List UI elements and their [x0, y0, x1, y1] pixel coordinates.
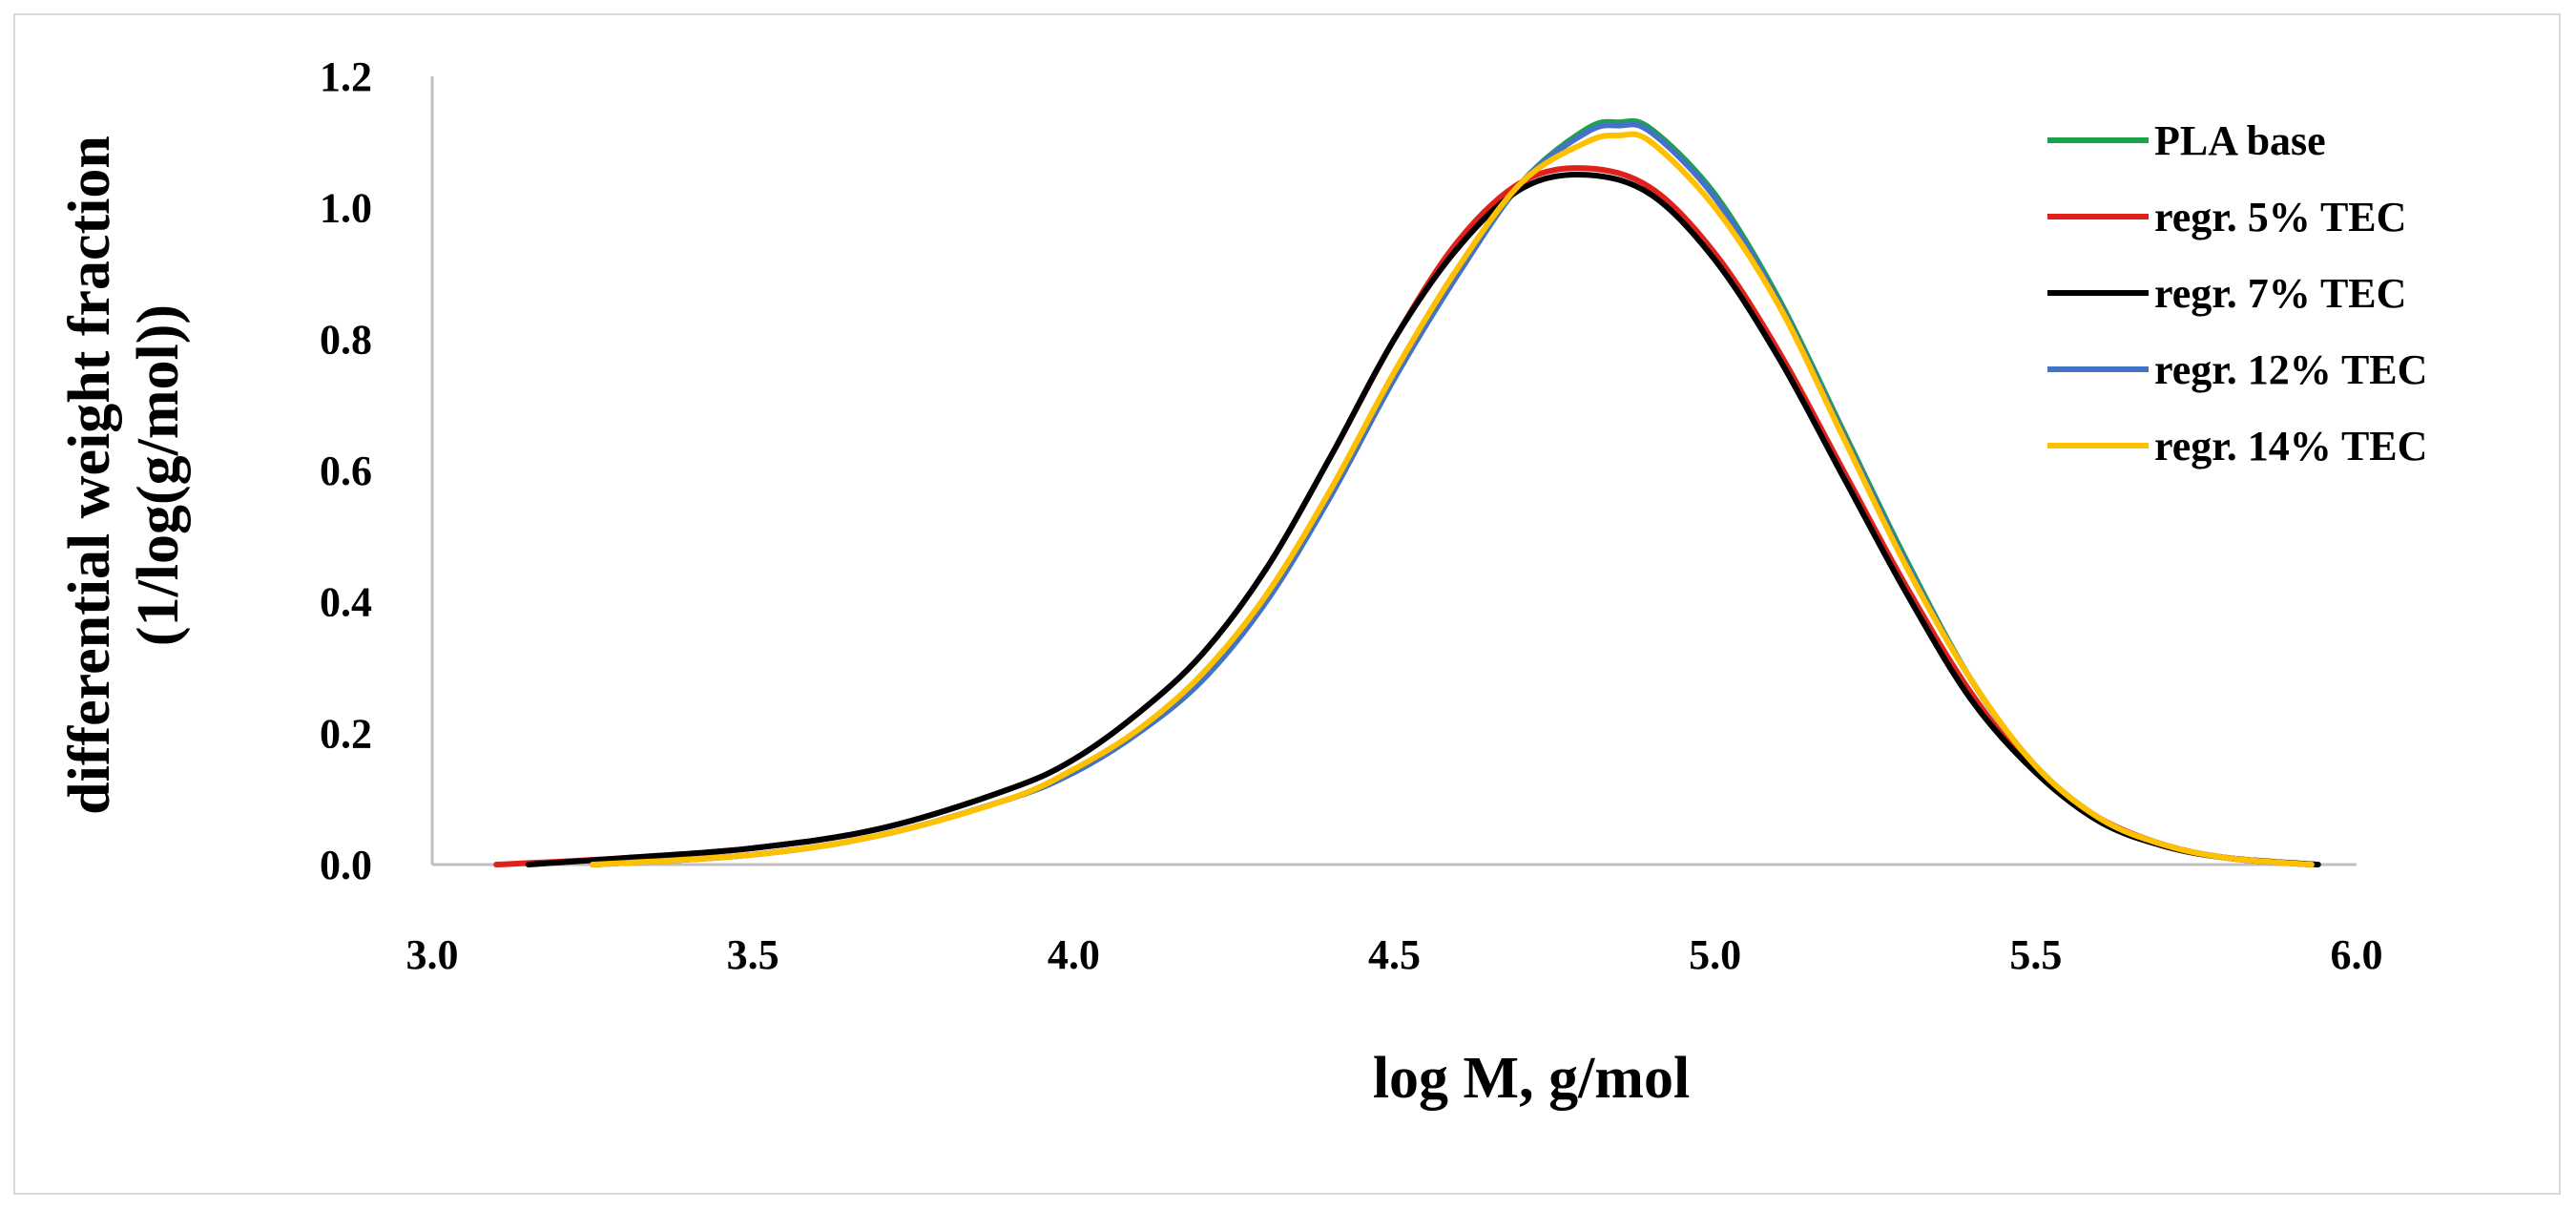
chart-frame	[13, 13, 2561, 1195]
x-axis-title: log M, g/mol	[1373, 1046, 1690, 1111]
y-tick-label: 1.2	[320, 53, 372, 100]
series-line-regr-12-tec	[590, 121, 2315, 867]
x-tick-label: 5.5	[2009, 931, 2062, 978]
legend-label-regr-12-tec: regr. 12% TEC	[2154, 346, 2427, 393]
legend-label-regr-14-tec: regr. 14% TEC	[2154, 423, 2427, 469]
x-tick-labels: 3.0 3.5 4.0 4.5 5.0 5.5 6.0	[406, 931, 2383, 978]
y-axis-title-line1: differential weight fraction	[57, 136, 122, 815]
series-lines	[493, 117, 2321, 867]
series-line-pla-base	[590, 117, 2315, 867]
y-axis-title-line2: (1/log(g/mol))	[126, 304, 191, 646]
series-line-regr-7-tec	[525, 171, 2321, 867]
y-tick-label: 1.0	[320, 185, 372, 232]
series-line-regr-14-tec	[590, 131, 2315, 867]
legend-label-regr-5-tec: regr. 5% TEC	[2154, 194, 2406, 240]
legend-label-regr-7-tec: regr. 7% TEC	[2154, 270, 2406, 317]
x-tick-label: 4.0	[1048, 931, 1100, 978]
y-tick-label: 0.8	[320, 316, 372, 363]
y-tick-label: 0.4	[320, 579, 372, 626]
y-tick-label: 0.6	[320, 448, 372, 494]
y-tick-labels: 0.0 0.2 0.4 0.6 0.8 1.0 1.2	[320, 53, 372, 888]
y-tick-label: 0.2	[320, 710, 372, 757]
x-tick-label: 3.0	[406, 931, 459, 978]
legend-label-pla-base: PLA base	[2154, 117, 2326, 164]
x-tick-label: 5.0	[1689, 931, 1741, 978]
x-tick-label: 4.5	[1368, 931, 1421, 978]
series-line-regr-5-tec	[493, 165, 2315, 867]
x-tick-label: 3.5	[727, 931, 779, 978]
y-tick-label: 0.0	[320, 842, 372, 888]
legend: PLA base regr. 5% TEC regr. 7% TEC regr. 12…	[2047, 117, 2427, 469]
axes	[430, 76, 2357, 866]
x-tick-label: 6.0	[2331, 931, 2383, 978]
